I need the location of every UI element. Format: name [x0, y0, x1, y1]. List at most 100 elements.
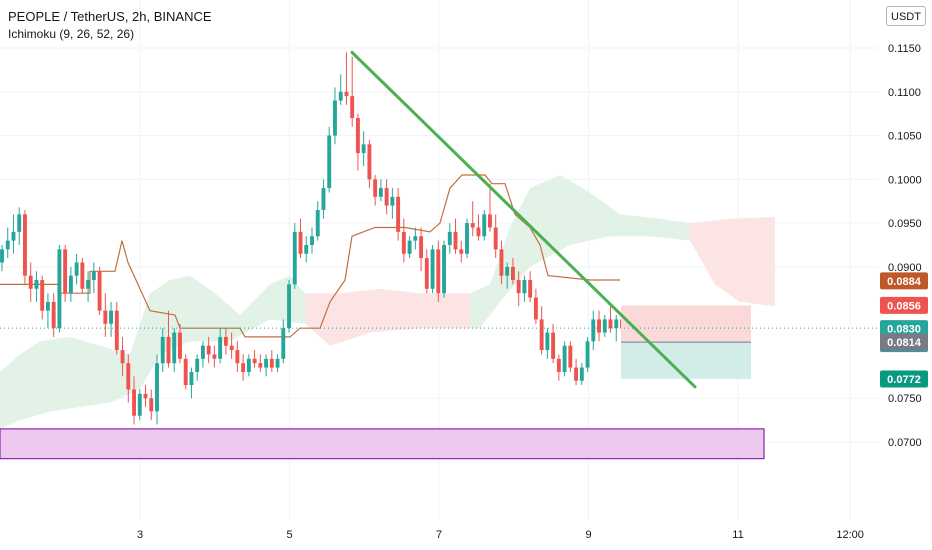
- price-badge: 0.0814: [880, 333, 928, 351]
- candle-body: [424, 258, 429, 289]
- candle-body: [0, 249, 4, 263]
- price-badge-bg: [880, 333, 928, 351]
- candle-down: [539, 306, 544, 355]
- short-position-tool: [621, 305, 751, 379]
- candle-body: [241, 363, 246, 372]
- candle-up: [442, 240, 446, 298]
- candle-down: [401, 218, 406, 263]
- price-badge-bg: [880, 370, 928, 388]
- candle-body: [114, 310, 119, 351]
- candle-body: [160, 336, 165, 364]
- candle-up: [287, 280, 291, 333]
- candle-body: [189, 371, 194, 386]
- candle-down: [528, 271, 533, 302]
- candle-body: [91, 271, 96, 281]
- time-tick-label: 5: [286, 529, 292, 541]
- candle-body: [23, 214, 27, 276]
- candle-up: [304, 236, 309, 263]
- symbol-title[interactable]: PEOPLE / TetherUS, 2h, BINANCE: [8, 9, 212, 24]
- price-tick-label: 0.0950: [888, 218, 922, 230]
- time-tick-label: 12:00: [836, 529, 864, 541]
- candle-body: [614, 319, 619, 329]
- candle-body: [132, 389, 136, 416]
- candle-up: [430, 245, 435, 294]
- cloud-bear-area: [305, 288, 470, 346]
- candle-down: [373, 174, 378, 206]
- candle-body: [229, 345, 234, 351]
- candle-body: [407, 240, 412, 254]
- candle-body: [269, 358, 274, 368]
- candle-body: [499, 249, 504, 276]
- candle-body: [149, 398, 154, 412]
- price-tick-label: 0.1050: [888, 131, 922, 143]
- candle-body: [510, 266, 515, 281]
- candle-body: [373, 179, 378, 197]
- candle-down: [556, 354, 561, 381]
- candle-up: [310, 227, 314, 254]
- candle-down: [470, 201, 475, 237]
- candle-down: [149, 389, 154, 421]
- candle-body: [17, 214, 22, 232]
- candle-down: [355, 113, 360, 171]
- candle-down: [344, 52, 349, 105]
- candle-body: [419, 236, 424, 259]
- candle-body: [264, 358, 269, 368]
- candle-down: [212, 345, 217, 368]
- price-tick-label: 0.1150: [888, 43, 921, 55]
- price-tick-label: 0.0900: [888, 262, 922, 274]
- candle-down: [476, 214, 481, 241]
- candle-body: [103, 310, 108, 324]
- candle-body: [246, 358, 251, 372]
- candle-down: [298, 218, 303, 259]
- candle-up: [407, 236, 412, 259]
- candle-body: [568, 345, 573, 368]
- candle-body: [183, 358, 188, 386]
- currency-button[interactable]: USDT: [886, 6, 926, 26]
- candle-body: [97, 271, 102, 311]
- candle-body: [120, 350, 125, 364]
- candle-down: [436, 240, 441, 302]
- candle-body: [137, 393, 142, 416]
- candle-down: [183, 354, 188, 390]
- candle-body: [459, 249, 464, 254]
- candle-up: [189, 367, 194, 399]
- indicator-legend[interactable]: Ichimoku (9, 26, 52, 26): [8, 27, 135, 41]
- candle-body: [11, 231, 16, 241]
- candle-down: [510, 258, 515, 285]
- candle-up: [137, 389, 142, 421]
- price-badge-value: 0.0884: [887, 276, 922, 288]
- support-zone: [0, 428, 765, 460]
- candle-body: [292, 231, 297, 285]
- candle-body: [551, 332, 556, 359]
- candle-up: [361, 131, 366, 167]
- candle-up: [390, 188, 395, 219]
- price-tick-label: 0.1000: [888, 174, 922, 186]
- candle-body: [355, 118, 360, 154]
- candle-up: [68, 266, 73, 302]
- candle-down: [608, 306, 613, 333]
- candle-body: [275, 358, 280, 368]
- candle-down: [97, 266, 102, 316]
- candle-down: [206, 336, 211, 364]
- candle-body: [126, 363, 131, 390]
- candle-body: [465, 223, 469, 254]
- price-badge-value: 0.0856: [887, 300, 921, 312]
- candle-body: [602, 319, 607, 333]
- price-tick-label: 0.0750: [888, 393, 922, 405]
- candle-up: [333, 87, 337, 145]
- candle-body: [310, 236, 314, 245]
- candle-up: [281, 319, 286, 364]
- candle-down: [120, 336, 125, 377]
- candle-down: [453, 218, 458, 254]
- candle-body: [155, 363, 159, 412]
- candle-up: [585, 336, 590, 372]
- candle-body: [195, 358, 200, 372]
- candle-up: [0, 245, 4, 272]
- price-badge-bg: [880, 296, 928, 314]
- cloud-bull-area: [0, 275, 305, 429]
- candle-body: [436, 249, 441, 294]
- candle-body: [63, 249, 68, 294]
- candle-down: [28, 262, 33, 302]
